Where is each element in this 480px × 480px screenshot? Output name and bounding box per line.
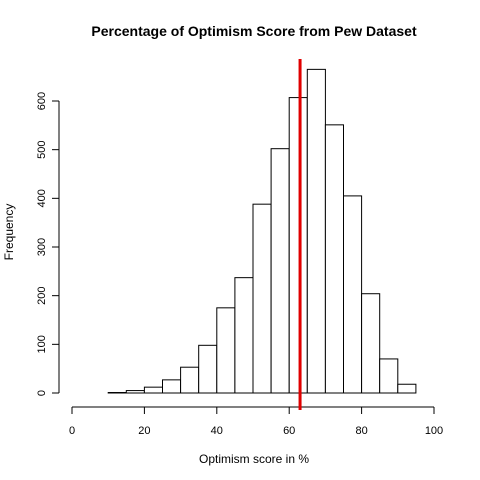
y-tick-label: 200 xyxy=(36,286,48,304)
histogram-bar xyxy=(289,98,307,393)
x-tick-label: 0 xyxy=(69,425,75,437)
y-tick-label: 300 xyxy=(36,238,48,256)
chart-title: Percentage of Optimism Score from Pew Da… xyxy=(91,23,417,39)
y-axis-title: Frequency xyxy=(2,204,16,261)
histogram-bar xyxy=(126,391,144,393)
x-axis-title: Optimism score in % xyxy=(199,452,309,466)
histogram-bar xyxy=(380,359,398,393)
x-tick-label: 60 xyxy=(283,425,295,437)
x-tick-label: 20 xyxy=(138,425,150,437)
histogram-bar xyxy=(271,149,289,393)
histogram-bar xyxy=(163,380,181,393)
y-axis: 0 100 200 300 400 500 600 xyxy=(36,92,59,396)
x-axis: 0 20 40 60 80 100 xyxy=(69,407,443,437)
y-tick-label: 400 xyxy=(36,189,48,207)
x-tick-label: 100 xyxy=(425,425,443,437)
histogram-bar xyxy=(362,294,380,393)
y-tick-label: 600 xyxy=(36,92,48,110)
x-tick-label: 40 xyxy=(211,425,223,437)
histogram-bar xyxy=(217,308,235,393)
histogram-bar xyxy=(181,367,199,393)
bars-group xyxy=(108,69,416,393)
x-tick-label: 80 xyxy=(355,425,367,437)
histogram-bar xyxy=(199,345,217,393)
y-tick-label: 100 xyxy=(36,335,48,353)
y-tick-label: 500 xyxy=(36,140,48,158)
histogram-bar xyxy=(253,204,271,393)
histogram-bar xyxy=(307,69,325,393)
histogram-bar xyxy=(344,196,362,393)
histogram-bar xyxy=(144,387,162,393)
histogram-bar xyxy=(398,384,416,393)
y-tick-label: 0 xyxy=(36,390,48,396)
histogram-bar xyxy=(235,278,253,393)
histogram-bar xyxy=(325,125,343,393)
